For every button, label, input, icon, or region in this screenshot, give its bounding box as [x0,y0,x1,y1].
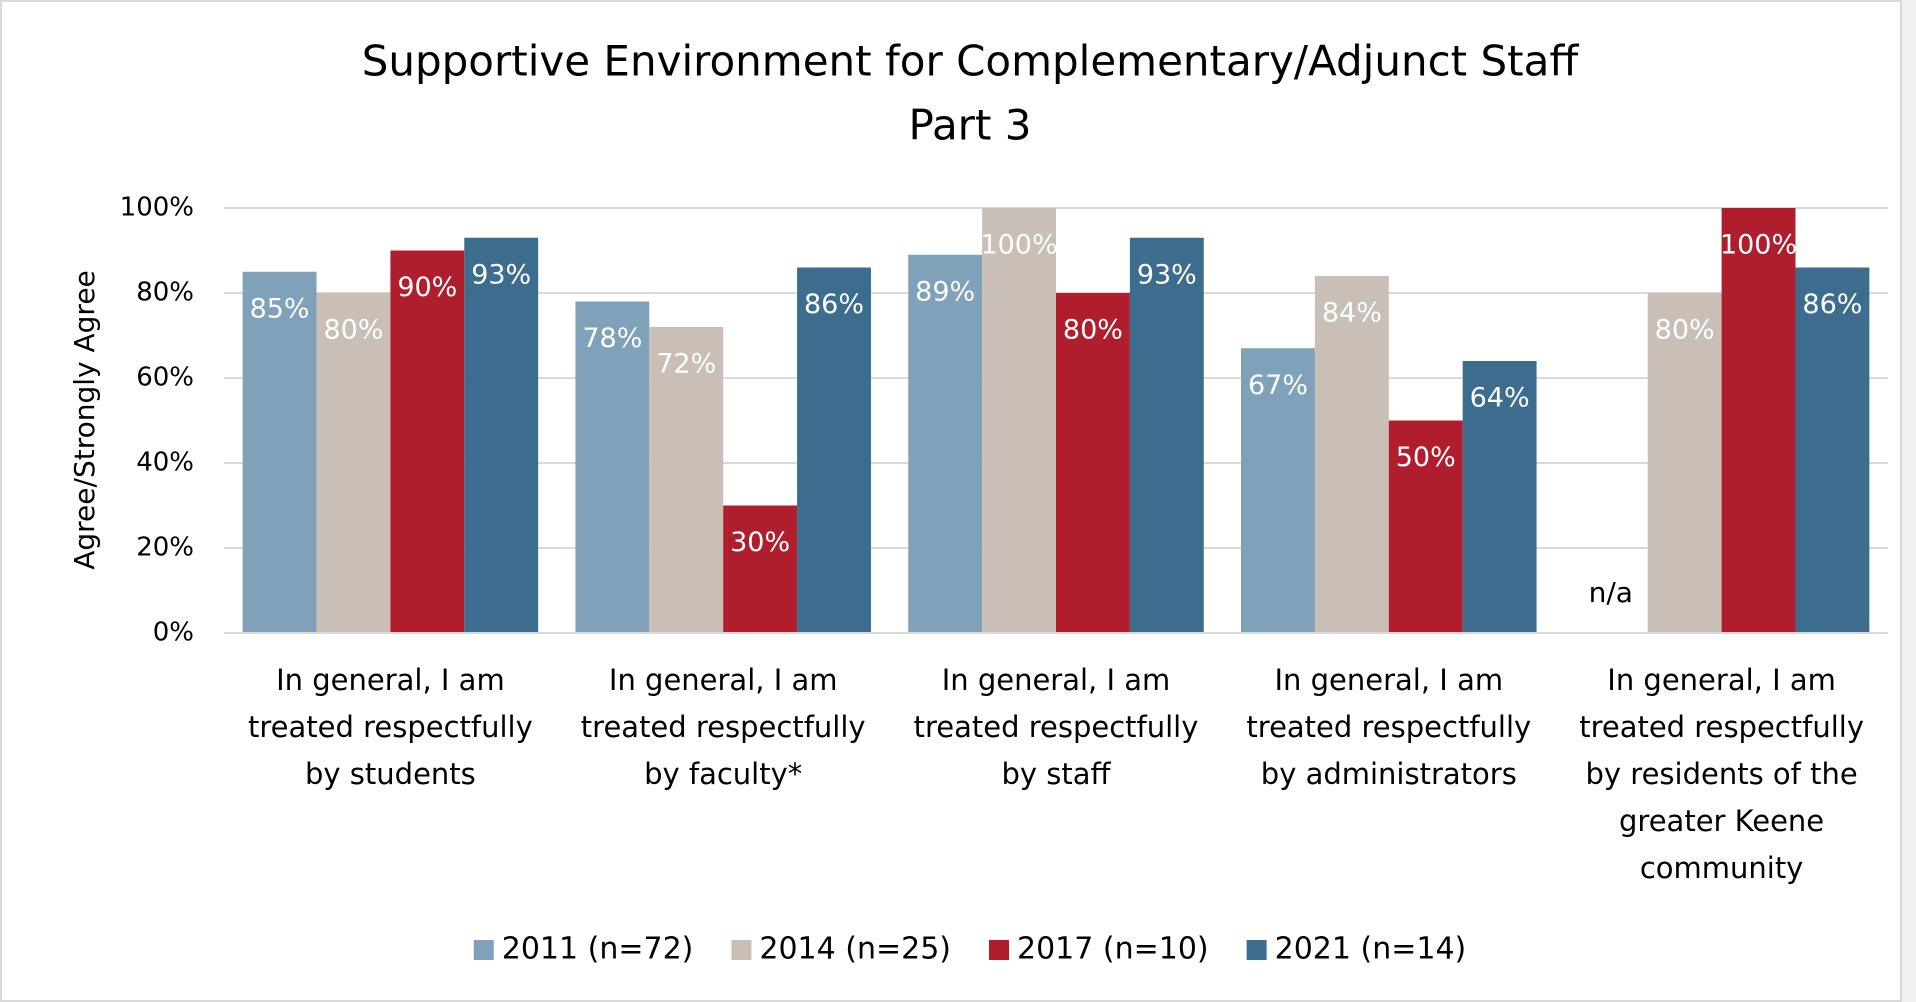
side-strip [1902,0,1916,1002]
y-tick-label: 40% [136,448,194,478]
data-label: 50% [1396,442,1456,473]
data-label: 100% [1720,230,1797,261]
data-label: 72% [656,349,716,380]
x-tick-label: In general, I am [1274,663,1503,697]
legend-swatch [473,940,494,960]
legend-label: 2017 (n=10) [1017,932,1209,967]
chart-title: Part 3 [909,101,1032,150]
legend-swatch [1246,940,1267,960]
x-tick-label: In general, I am [609,663,838,697]
y-tick-label: 60% [136,363,194,393]
chart-title: Supportive Environment for Complementary… [362,37,1580,86]
x-tick-label: treated respectfully [1246,710,1531,744]
bar [1056,293,1130,633]
x-tick-label: treated respectfully [914,710,1199,744]
legend-swatch [731,940,752,960]
bar [649,327,724,633]
data-label: 80% [1655,315,1715,346]
data-label: 93% [1137,259,1197,290]
x-tick-label: In general, I am [1607,663,1836,697]
data-label: 90% [397,272,457,303]
x-tick-label: by staff [1001,757,1111,791]
bar [1462,361,1537,633]
data-label: 78% [582,323,642,354]
x-tick-label: In general, I am [942,663,1171,697]
data-label: 100% [980,230,1057,261]
data-label: 86% [804,289,864,320]
data-label: 80% [323,315,383,346]
bar [1795,267,1870,633]
y-tick-label: 20% [136,533,194,563]
x-tick-label: by faculty* [644,757,802,791]
data-label: 84% [1322,298,1382,329]
x-tick-label: by residents of the [1586,757,1858,791]
legend-label: 2014 (n=25) [759,932,951,967]
y-tick-label: 80% [136,278,194,308]
bar [982,208,1056,633]
y-tick-label: 100% [120,193,194,223]
legend-swatch [989,940,1009,960]
data-label: 89% [915,276,975,307]
x-tick-label: by students [305,757,476,791]
x-tick-label: treated respectfully [581,710,866,744]
bar [390,250,465,633]
data-label: 67% [1248,370,1308,401]
x-tick-label: treated respectfully [1579,710,1864,744]
x-tick-label: greater Keene [1619,804,1824,838]
bar [723,505,798,633]
legend-label: 2021 (n=14) [1275,932,1467,967]
bar [1647,293,1722,633]
legend-label: 2011 (n=72) [502,932,694,967]
x-tick-label: treated respectfully [248,710,533,744]
y-tick-label: 0% [153,618,194,648]
data-label: 93% [471,259,531,290]
bar [1314,276,1389,633]
missing-label: n/a [1589,576,1633,609]
bar [797,267,871,633]
bar [464,237,539,633]
bar [1721,208,1796,633]
data-label: 64% [1470,383,1530,414]
bar [1129,237,1204,633]
data-label: 30% [730,527,790,558]
x-tick-label: by administrators [1261,757,1517,791]
bar [575,301,650,633]
x-tick-label: In general, I am [276,663,505,697]
data-label: 86% [1802,289,1862,320]
y-axis-label: Agree/Strongly Agree [68,270,101,570]
data-label: 85% [250,293,310,324]
bar [316,293,391,633]
bar [242,271,317,633]
bar [1241,348,1315,633]
bar [1388,420,1463,633]
data-label: 80% [1063,315,1123,346]
bar [908,254,983,633]
x-tick-label: community [1640,851,1804,885]
